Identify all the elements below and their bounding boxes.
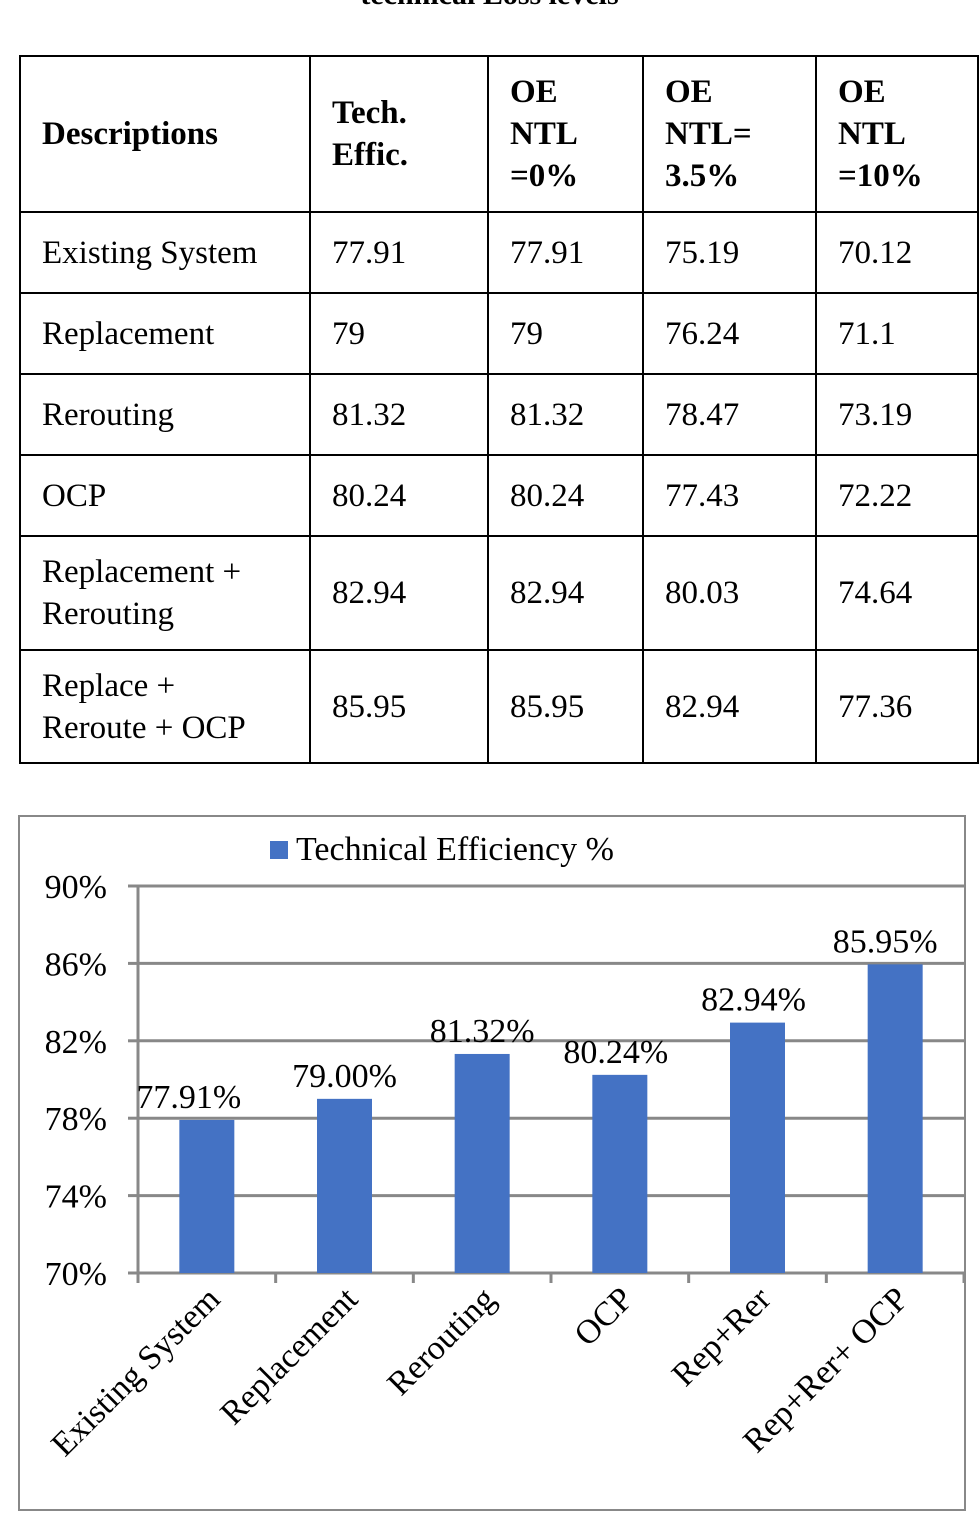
table-cell: 81.32 — [309, 373, 489, 456]
table-cell: 82.94 — [487, 535, 644, 651]
legend-label: Technical Efficiency % — [296, 831, 614, 868]
data-label: 82.94% — [701, 982, 806, 1019]
table-caption: technical Loss levels — [0, 0, 979, 12]
bar — [867, 964, 923, 1273]
x-tick-label: Rep+Rer — [665, 1280, 779, 1394]
table-cell: 72.22 — [815, 454, 979, 537]
bar — [179, 1119, 235, 1273]
y-tick-label: 86% — [45, 946, 107, 983]
table-row: Replacement 79 79 76.24 71.1 — [19, 292, 979, 375]
table-row: Rerouting 81.32 81.32 78.47 73.19 — [19, 373, 979, 456]
x-tick-label: OCP — [568, 1280, 641, 1353]
table-header-row: Descriptions Tech. Effic. OE NTL =0% OE NTL= 3.5… — [19, 55, 979, 213]
y-tick-label: 74% — [45, 1179, 107, 1216]
table-cell: 82.94 — [309, 535, 489, 651]
bar — [592, 1074, 648, 1273]
data-label: 85.95% — [833, 923, 938, 960]
table-cell: 78.47 — [642, 373, 817, 456]
row-description: Replacement — [19, 292, 311, 375]
data-label: 80.24% — [563, 1034, 668, 1071]
table-cell: 81.32 — [487, 373, 644, 456]
table-cell: 74.64 — [815, 535, 979, 651]
column-header: OE NTL= 3.5% — [642, 55, 817, 213]
table-row: Replace + Reroute + OCP 85.95 85.95 82.94 77.… — [19, 649, 979, 764]
column-header: OE NTL =0% — [487, 55, 644, 213]
bar — [730, 1022, 785, 1273]
bar — [317, 1098, 372, 1273]
row-description: OCP — [19, 454, 311, 537]
efficiency-table: Descriptions Tech. Effic. OE NTL =0% OE NTL= 3.5… — [19, 55, 979, 764]
y-tick-label: 78% — [45, 1101, 107, 1138]
table-cell: 79 — [309, 292, 489, 375]
table-cell: 77.43 — [642, 454, 817, 537]
row-description: Replace + Reroute + OCP — [19, 649, 311, 764]
table-row: OCP 80.24 80.24 77.43 72.22 — [19, 454, 979, 537]
column-header: Tech. Effic. — [309, 55, 489, 213]
table-cell: 71.1 — [815, 292, 979, 375]
table-cell: 76.24 — [642, 292, 817, 375]
bar-chart: 70% 74% 78% 82% 86% 90% 77.91% Existing System 7… — [18, 815, 966, 1511]
table-cell: 85.95 — [487, 649, 644, 764]
table-row: Replacement + Rerouting 82.94 82.94 80.03 74.… — [19, 535, 979, 651]
x-tick-label: Rerouting — [381, 1280, 503, 1402]
column-header: Descriptions — [19, 55, 311, 213]
bar — [454, 1053, 510, 1273]
chart-svg: 70% 74% 78% 82% 86% 90% 77.91% Existing System 7… — [44, 831, 964, 1464]
x-tick-label: Existing System — [44, 1280, 227, 1463]
data-label: 81.32% — [430, 1013, 535, 1050]
y-tick-label: 70% — [45, 1256, 107, 1293]
table-cell: 79 — [487, 292, 644, 375]
table-cell: 85.95 — [309, 649, 489, 764]
y-tick-label: 82% — [45, 1024, 107, 1061]
row-description: Replacement + Rerouting — [19, 535, 311, 651]
table-cell: 77.36 — [815, 649, 979, 764]
x-tick-label: Replacement — [213, 1280, 365, 1432]
table-cell: 70.12 — [815, 211, 979, 294]
table-cell: 75.19 — [642, 211, 817, 294]
table-cell: 80.24 — [487, 454, 644, 537]
data-label: 77.91% — [136, 1079, 241, 1116]
data-label: 79.00% — [292, 1058, 397, 1095]
row-description: Existing System — [19, 211, 311, 294]
table-cell: 80.24 — [309, 454, 489, 537]
legend-swatch — [270, 841, 288, 859]
table-cell: 80.03 — [642, 535, 817, 651]
column-header: OE NTL =10% — [815, 55, 979, 213]
table-cell: 73.19 — [815, 373, 979, 456]
row-description: Rerouting — [19, 373, 311, 456]
table-cell: 77.91 — [309, 211, 489, 294]
table-cell: 82.94 — [642, 649, 817, 764]
table-cell: 77.91 — [487, 211, 644, 294]
table-row: Existing System 77.91 77.91 75.19 70.12 — [19, 211, 979, 294]
y-tick-label: 90% — [45, 869, 107, 906]
